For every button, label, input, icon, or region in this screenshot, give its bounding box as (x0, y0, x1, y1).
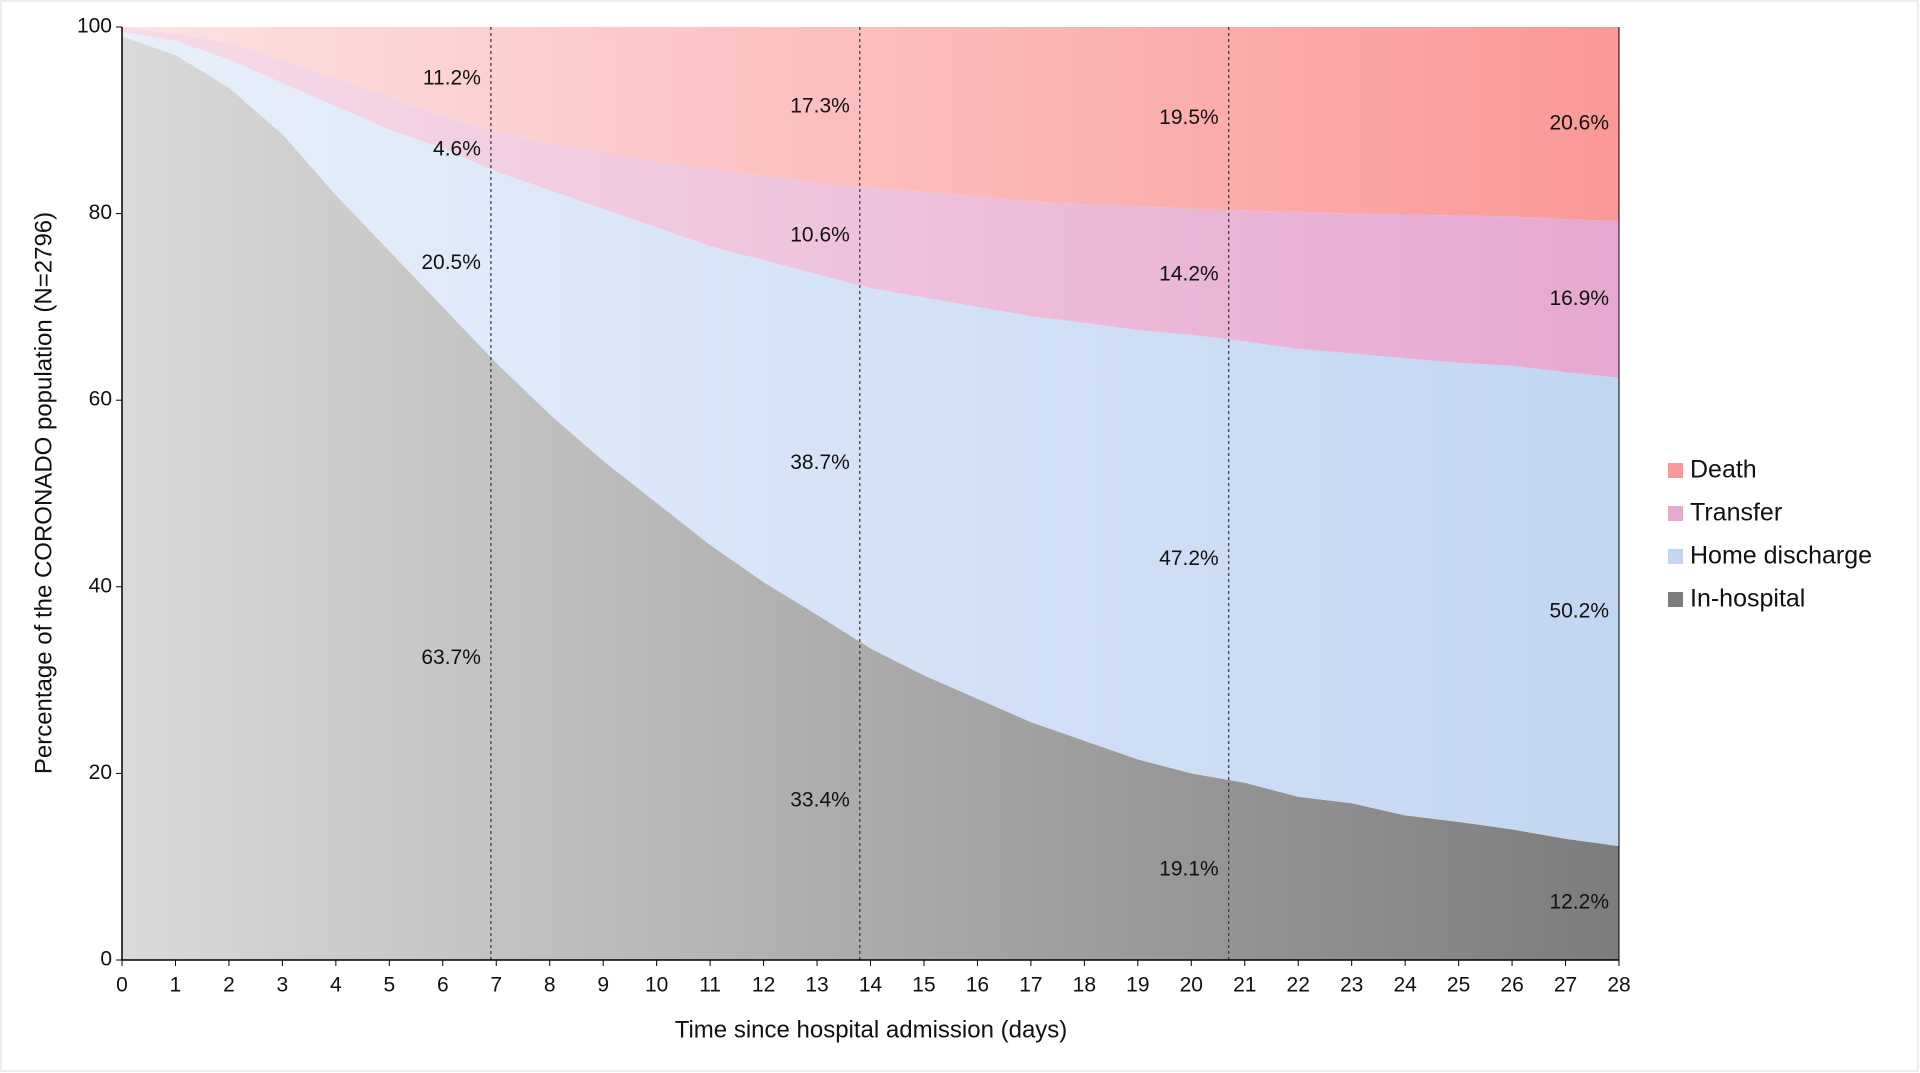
x-tick-label: 28 (1607, 974, 1630, 997)
x-tick-label: 2 (223, 974, 235, 997)
x-tick-label: 12 (752, 974, 775, 997)
x-tick-label: 18 (1073, 974, 1096, 997)
annotation: 38.7% (790, 451, 850, 474)
annotation: 19.5% (1159, 106, 1219, 129)
x-tick-label: 15 (912, 974, 935, 997)
annotation: 20.6% (1549, 112, 1609, 135)
annotation: 19.1% (1159, 858, 1219, 881)
legend-label: Transfer (1690, 499, 1782, 527)
legend-label: Death (1690, 456, 1757, 484)
plot (122, 27, 1619, 960)
legend-swatch-color (1675, 592, 1683, 607)
annotation: 33.4% (790, 788, 850, 811)
annotation: 63.7% (421, 646, 481, 669)
x-tick-label: 24 (1393, 974, 1417, 997)
x-tick-label: 8 (544, 974, 556, 997)
y-tick-label: 0 (100, 948, 112, 971)
annotation: 16.9% (1549, 287, 1609, 310)
x-tick-label: 4 (330, 974, 342, 997)
legend-swatch-color (1675, 506, 1683, 521)
x-tick-label: 7 (490, 974, 502, 997)
annotation: 10.6% (790, 224, 850, 247)
x-tick-label: 6 (437, 974, 449, 997)
x-tick-label: 1 (170, 974, 182, 997)
y-tick-label: 60 (89, 388, 112, 411)
annotation: 47.2% (1159, 547, 1219, 570)
legend-swatch-color (1675, 549, 1683, 564)
area (122, 31, 1619, 847)
annotation: 11.2% (423, 66, 481, 89)
x-tick-label: 19 (1126, 974, 1149, 997)
x-tick-label: 27 (1554, 974, 1577, 997)
x-tick-label: 21 (1233, 974, 1256, 997)
x-tick-label: 9 (597, 974, 609, 997)
legend-label: In-hospital (1690, 585, 1805, 613)
x-tick-label: 11 (699, 974, 721, 997)
y-tick-label: 40 (89, 574, 112, 597)
annotation: 4.6% (433, 138, 481, 161)
x-tick-label: 25 (1447, 974, 1470, 997)
x-tick-label: 26 (1500, 974, 1523, 997)
legend-label: Home discharge (1690, 542, 1872, 570)
x-tick-label: 16 (966, 974, 989, 997)
y-tick-label: 100 (77, 15, 112, 38)
x-tick-label: 23 (1340, 974, 1363, 997)
x-tick-label: 10 (645, 974, 668, 997)
area (122, 27, 1619, 378)
annotation: 14.2% (1159, 262, 1219, 285)
x-tick-label: 14 (859, 974, 883, 997)
y-tick-label: 20 (89, 761, 112, 784)
annotation: 50.2% (1549, 600, 1609, 623)
x-tick-label: 5 (383, 974, 395, 997)
x-axis-title: Time since hospital admission (days) (675, 1016, 1068, 1043)
x-tick-label: 13 (805, 974, 828, 997)
x-tick-label: 3 (277, 974, 289, 997)
area (122, 36, 1619, 960)
legend-swatch-color (1675, 463, 1683, 478)
x-tick-label: 17 (1019, 974, 1042, 997)
x-tick-label: 0 (116, 974, 128, 997)
y-tick-label: 80 (89, 201, 112, 224)
area (122, 27, 1619, 222)
annotation: 17.3% (790, 94, 850, 117)
y-axis-title: Percentage of the CORONADO population (N… (30, 212, 57, 774)
x-tick-label: 20 (1180, 974, 1203, 997)
x-tick-label: 22 (1287, 974, 1310, 997)
annotation: 12.2% (1549, 891, 1609, 914)
annotation: 20.5% (421, 251, 481, 274)
